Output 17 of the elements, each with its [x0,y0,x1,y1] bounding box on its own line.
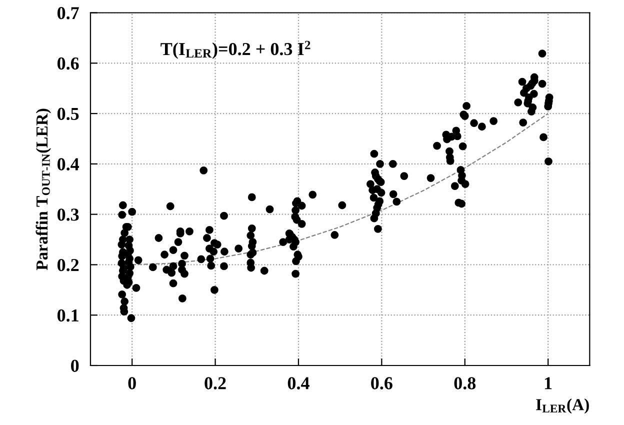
x-tick-label: 0.4 [288,377,310,390]
y-axis-title: Paraffin T$_{OUT-IN}$(LER) [36,108,52,270]
y-tick-label: 0 [71,360,79,372]
x-tick-label: 1 [545,377,552,390]
x-tick-label: 0.2 [204,377,226,390]
y-tick-label: 0.6 [57,57,79,70]
annotation: T(I$_{LER}$)=0.2 + 0.3 I$^{2}$ [160,40,310,59]
x-tick-label: 0 [128,377,136,390]
x-axis-title: I$_{LER}$(A) [536,398,589,414]
y-tick-label: 0.1 [57,309,78,322]
y-tick-label: 0.5 [57,108,79,120]
x-tick-label: 0.6 [371,377,392,390]
y-tick-label: 0.4 [57,158,80,170]
y-tick-label: 0.2 [57,258,79,272]
y-tick-label: 0.3 [57,208,79,221]
y-tick-label: 0.7 [57,7,79,20]
x-tick-label: 0.8 [454,377,476,390]
